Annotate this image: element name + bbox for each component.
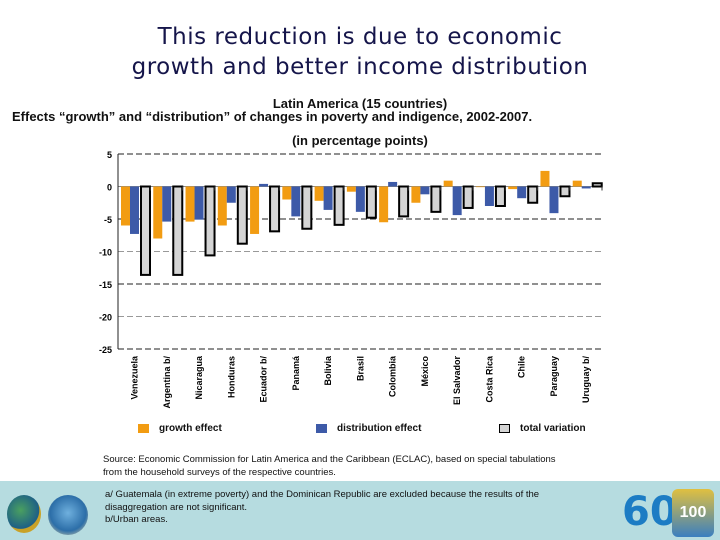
- y-tick-label: 0: [107, 183, 112, 193]
- legend-growth: growth effect: [138, 423, 222, 434]
- bar-growth-effect: [282, 186, 292, 200]
- legend-distribution: distribution effect: [316, 423, 421, 434]
- y-tick-label: -10: [99, 248, 112, 258]
- x-tick-label: Argentina b/: [162, 356, 172, 409]
- bar-distribution-effect: [355, 186, 365, 212]
- bar-growth-effect: [443, 180, 453, 187]
- footer-band: 60 100: [0, 481, 720, 540]
- bar-growth-effect: [217, 186, 227, 226]
- bar-growth-effect: [475, 186, 485, 188]
- footnotes: a/ Guatemala (in extreme poverty) and th…: [105, 489, 539, 527]
- footnote-a: a/ Guatemala (in extreme poverty) and th…: [105, 489, 540, 500]
- slide-title: This reduction is due to economic growth…: [0, 22, 720, 82]
- x-tick-label: Colombia: [388, 355, 398, 397]
- bar-distribution-effect: [162, 186, 172, 222]
- bar-distribution-effect: [130, 186, 139, 234]
- logo-60: 60: [622, 489, 678, 535]
- footnote-b: b/Urban areas.: [105, 514, 168, 525]
- legend-swatch: [138, 424, 149, 433]
- y-tick-label: -5: [104, 215, 112, 225]
- bar-distribution-effect: [420, 186, 430, 195]
- bar-total-variation: [527, 185, 539, 204]
- x-tick-label: Brasil: [355, 356, 365, 381]
- footnote-a-cont: disaggregation are not significant.: [105, 501, 248, 513]
- bar-growth-effect: [346, 186, 356, 192]
- bar-total-variation: [559, 185, 571, 198]
- legend-swatch: [499, 424, 510, 433]
- legend-label: total variation: [520, 423, 586, 434]
- bar-growth-effect: [185, 186, 195, 222]
- bar-distribution-effect: [388, 181, 398, 187]
- bar-growth-effect: [250, 186, 260, 234]
- bar-total-variation: [333, 185, 345, 226]
- bar-total-variation: [494, 185, 506, 207]
- bar-total-variation: [140, 185, 151, 276]
- bar-total-variation: [398, 185, 410, 218]
- legend-swatch: [316, 424, 327, 433]
- x-tick-label: Panamá: [291, 355, 301, 391]
- x-tick-label: Venezuela: [130, 355, 140, 400]
- x-tick-label: Chile: [517, 356, 527, 378]
- source-line: from the household surveys of the respec…: [103, 467, 336, 478]
- y-tick-label: -20: [99, 313, 112, 323]
- legend-label: distribution effect: [337, 423, 422, 434]
- source-line: Source: Economic Commission for Latin Am…: [103, 454, 556, 465]
- x-tick-label: Honduras: [226, 356, 236, 398]
- x-tick-label: El Salvador: [452, 356, 462, 406]
- bar-growth-effect: [153, 186, 163, 239]
- x-tick-label: Costa Rica: [484, 355, 494, 403]
- x-tick-label: Paraguay: [549, 356, 559, 397]
- y-tick-label: -15: [99, 280, 112, 290]
- legend-total: total variation: [499, 423, 586, 434]
- bar-total-variation: [430, 185, 442, 213]
- bar-chart: 5 0 -5 -10 -15 -20 -25 Venezuela Argentina b/Nic…: [99, 150, 603, 409]
- title-line-1: This reduction is due to economic: [157, 24, 563, 50]
- chart-title: Latin America (15 countries): [272, 96, 448, 111]
- bar-total-variation: [204, 185, 216, 257]
- bar-growth-effect: [508, 186, 518, 190]
- bar-distribution-effect: [259, 183, 269, 187]
- bar-distribution-effect: [549, 186, 559, 214]
- x-tick-label: Nicaragua: [194, 355, 204, 400]
- bar-total-variation: [236, 185, 248, 245]
- globe-logo-icon: [7, 495, 41, 533]
- bar-total-variation: [462, 185, 474, 209]
- bar-total-variation: [269, 185, 281, 233]
- bar-distribution-effect: [517, 186, 527, 199]
- logo-anniversary: 100: [672, 489, 714, 537]
- legend-label: growth effect: [159, 423, 222, 434]
- bar-total-variation: [365, 185, 377, 219]
- bar-distribution-effect: [194, 186, 204, 220]
- bar-distribution-effect: [452, 186, 462, 216]
- bar-total-variation: [301, 185, 313, 230]
- chart-subtitle: Effects “growth” and “distribution” of c…: [12, 109, 533, 124]
- x-tick-label: Ecuador b/: [259, 356, 269, 403]
- y-tick-label: -25: [99, 345, 112, 355]
- bar-growth-effect: [411, 186, 421, 203]
- x-tick-label: Bolivia: [323, 355, 333, 386]
- bar-distribution-effect: [323, 186, 333, 210]
- bar-growth-effect: [540, 170, 550, 187]
- y-tick-label: 5: [107, 150, 112, 160]
- bar-growth-effect: [314, 186, 324, 201]
- bar-growth-effect: [379, 186, 389, 223]
- bar-growth-effect: [121, 186, 130, 226]
- bar-distribution-effect: [484, 186, 494, 206]
- x-tick-label: Uruguay b/: [581, 356, 591, 404]
- bar-distribution-effect: [291, 186, 301, 217]
- bar-total-variation: [591, 182, 603, 188]
- bar-total-variation: [172, 185, 184, 276]
- title-line-2: growth and better income distribution: [131, 54, 589, 80]
- bar-distribution-effect: [226, 186, 236, 203]
- who-emblem-icon: [48, 495, 88, 535]
- x-tick-label: México: [420, 356, 430, 387]
- bar-growth-effect: [572, 180, 582, 187]
- chart-unit-label: (in percentage points): [292, 133, 428, 148]
- bar-distribution-effect: [581, 186, 591, 189]
- source-note: Source: Economic Commission for Latin Am…: [103, 453, 556, 479]
